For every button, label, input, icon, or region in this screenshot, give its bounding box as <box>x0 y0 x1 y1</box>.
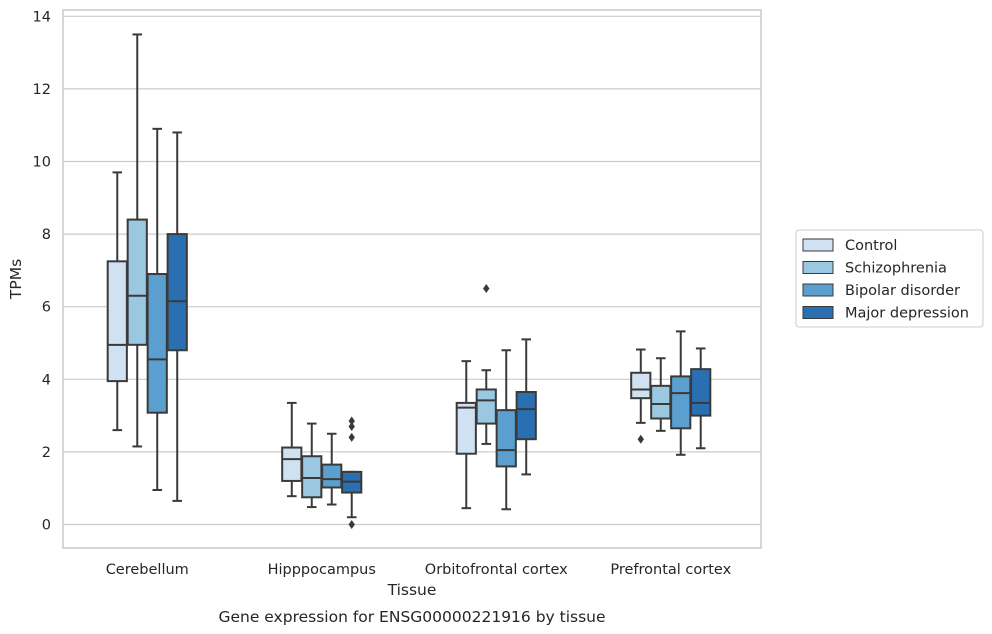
y-tick-label: 12 <box>33 82 51 98</box>
box-body <box>106 260 128 383</box>
legend-label: Bipolar disorder <box>845 283 960 299</box>
y-tick-label: 6 <box>42 300 51 316</box>
x-tick-label: Cerebellum <box>106 562 189 578</box>
box-body <box>126 218 148 346</box>
box-body <box>166 233 188 352</box>
y-tick-label: 4 <box>42 372 51 388</box>
box-body <box>146 273 168 414</box>
chart-caption: Gene expression for ENSG00000221916 by t… <box>218 608 605 626</box>
legend-swatch <box>802 306 834 319</box>
legend-label: Major depression <box>845 306 969 322</box>
box-body <box>515 391 537 441</box>
outlier-point <box>348 416 355 426</box>
box-body <box>301 455 323 499</box>
box-body <box>321 463 343 489</box>
box-groups <box>106 33 712 529</box>
legend-label: Schizophrenia <box>845 261 947 277</box>
box-group <box>106 33 188 502</box>
box-body <box>670 375 692 430</box>
outlier-point <box>348 520 355 529</box>
box-body <box>281 446 303 482</box>
y-axis-title: TPMs <box>7 259 25 300</box>
x-axis-title: Tissue <box>387 581 437 599</box>
legend-swatch <box>802 261 834 274</box>
box-body <box>690 368 712 417</box>
plot-frame <box>62 9 762 549</box>
y-tick-labels: 0 2 4 6 8 10 12 14 <box>33 9 51 533</box>
y-tick-label: 10 <box>33 155 51 171</box>
y-tick-label: 14 <box>33 9 51 25</box>
y-tick-label: 2 <box>42 445 51 461</box>
legend-swatch <box>802 283 834 297</box>
legend-frame <box>795 229 984 328</box>
legend-swatch <box>802 238 834 252</box>
x-tick-label: Orbitofrontal cortex <box>425 562 568 578</box>
y-tick-label: 0 <box>42 518 51 534</box>
box-body <box>495 409 517 468</box>
x-tick-label: Prefrontal cortex <box>610 562 731 578</box>
box-group <box>281 401 363 529</box>
y-tick-label: 8 <box>42 227 51 243</box>
x-tick-label: Hipppocampus <box>268 562 376 578</box>
box-body <box>455 401 477 455</box>
legend: Control Schizophrenia Bipolar disorder Majo… <box>795 229 984 328</box>
box-group <box>455 284 537 511</box>
outlier-point <box>348 432 355 442</box>
box-body <box>475 388 497 425</box>
box-body <box>630 371 652 400</box>
box-group <box>630 330 712 456</box>
outlier-point <box>348 421 355 431</box>
box-body <box>650 384 672 420</box>
legend-label: Control <box>845 238 897 254</box>
outlier-point <box>483 284 490 294</box>
outlier-point <box>637 434 644 444</box>
x-tick-labels: Cerebellum Hipppocampus Orbitofrontal cort… <box>106 562 732 578</box>
